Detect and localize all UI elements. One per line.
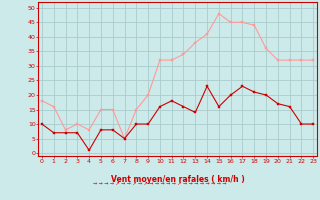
X-axis label: Vent moyen/en rafales ( km/h ): Vent moyen/en rafales ( km/h ) <box>111 175 244 184</box>
Text: → → → → ↗ → → ↗ → ↗ → → → → → ↗ → → → → → → → →: → → → → ↗ → → ↗ → ↗ → → → → → ↗ → → → → … <box>93 180 227 186</box>
